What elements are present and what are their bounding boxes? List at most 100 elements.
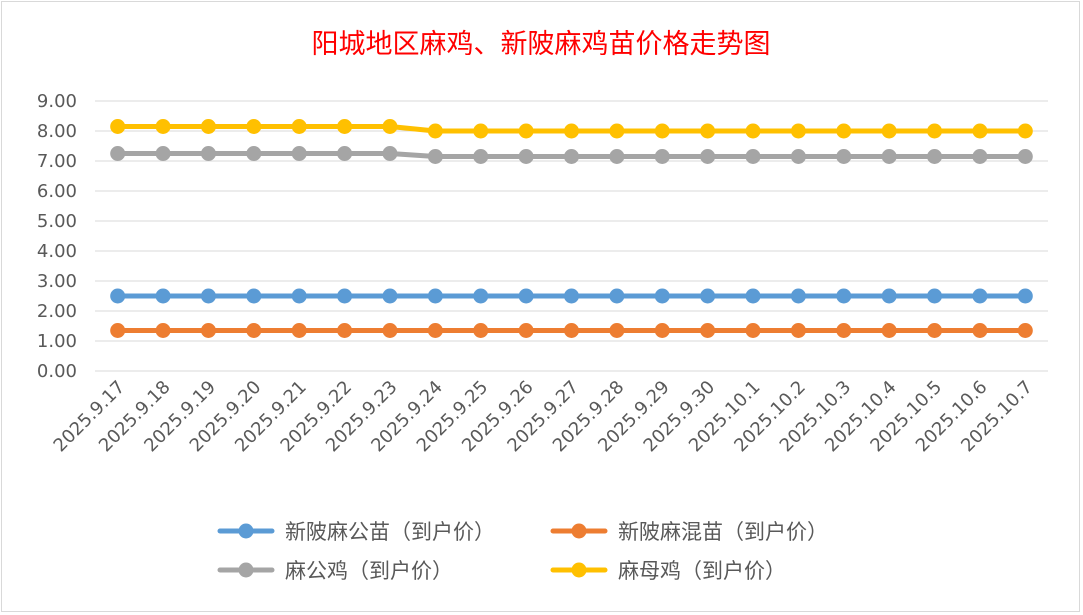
data-point <box>382 288 398 304</box>
data-point <box>609 323 625 338</box>
data-point <box>564 288 579 304</box>
data-point <box>110 323 126 338</box>
legend-label: 新陂麻公苗（到户价） <box>285 520 495 544</box>
legend-marker <box>238 523 254 539</box>
data-point <box>427 323 443 338</box>
data-point <box>473 288 489 304</box>
data-point <box>790 323 806 338</box>
y-tick-label: 9.00 <box>37 91 77 112</box>
y-tick-label: 7.00 <box>37 151 77 172</box>
data-point <box>291 288 307 304</box>
data-point <box>200 119 216 134</box>
data-point <box>790 123 806 139</box>
legend-item: 新陂麻混苗（到户价） <box>550 520 828 544</box>
chart-title: 阳城地区麻鸡、新陂麻鸡苗价格走势图 <box>312 29 771 60</box>
data-point <box>836 288 852 304</box>
data-point <box>291 146 307 161</box>
y-tick-label: 6.00 <box>37 181 77 202</box>
y-tick-label: 5.00 <box>37 211 77 232</box>
data-point <box>1017 149 1033 164</box>
legend-label: 麻公鸡（到户价） <box>285 559 453 583</box>
data-point <box>1017 288 1033 304</box>
series-新陂麻混苗（到户价） <box>110 323 1033 338</box>
data-point <box>927 123 943 139</box>
data-point <box>382 146 398 161</box>
data-point <box>836 123 852 139</box>
data-point <box>200 323 216 338</box>
data-point <box>473 123 489 139</box>
data-point <box>291 323 307 338</box>
data-point <box>337 119 353 134</box>
data-point <box>473 323 489 338</box>
data-point <box>200 146 216 161</box>
data-point <box>427 149 443 164</box>
data-point <box>700 149 716 164</box>
y-tick-label: 3.00 <box>37 271 77 292</box>
y-tick-label: 4.00 <box>37 241 77 262</box>
data-point <box>972 288 988 304</box>
data-point <box>382 119 398 134</box>
data-point <box>700 323 716 338</box>
data-point <box>155 146 171 161</box>
series-麻母鸡（到户价） <box>110 119 1033 139</box>
data-point <box>745 123 761 139</box>
data-point <box>155 323 171 338</box>
data-point <box>654 123 670 139</box>
data-point <box>1017 323 1033 338</box>
data-point <box>427 123 443 139</box>
data-point <box>654 288 670 304</box>
data-point <box>110 119 126 134</box>
data-point <box>654 323 670 338</box>
data-point <box>927 288 943 304</box>
data-point <box>337 288 353 304</box>
data-point <box>382 323 398 338</box>
legend-item: 麻公鸡（到户价） <box>217 559 453 583</box>
legend-marker <box>571 562 587 578</box>
data-point <box>473 149 489 164</box>
data-point <box>155 119 171 134</box>
data-point <box>881 288 897 304</box>
y-tick-label: 2.00 <box>37 301 77 322</box>
data-point <box>927 323 943 338</box>
data-point <box>427 288 443 304</box>
data-point <box>518 149 534 164</box>
data-point <box>881 123 897 139</box>
data-point <box>790 149 806 164</box>
data-point <box>246 323 262 338</box>
data-point <box>972 149 988 164</box>
data-point <box>246 288 262 304</box>
legend-label: 麻母鸡（到户价） <box>618 559 786 583</box>
legend-marker <box>571 523 587 539</box>
data-point <box>155 288 171 304</box>
y-tick-label: 1.00 <box>37 331 77 352</box>
series-新陂麻公苗（到户价） <box>110 288 1033 304</box>
data-point <box>881 323 897 338</box>
data-point <box>564 149 579 164</box>
legend-item: 麻母鸡（到户价） <box>550 559 786 583</box>
data-point <box>200 288 216 304</box>
legend-marker <box>238 562 254 578</box>
data-point <box>564 323 579 338</box>
data-point <box>609 288 625 304</box>
data-point <box>609 123 625 139</box>
y-tick-label: 8.00 <box>37 121 77 142</box>
data-point <box>836 323 852 338</box>
data-point <box>291 119 307 134</box>
data-point <box>110 146 126 161</box>
data-point <box>745 288 761 304</box>
data-point <box>518 288 534 304</box>
data-point <box>972 323 988 338</box>
data-point <box>246 119 262 134</box>
data-point <box>700 288 716 304</box>
data-point <box>790 288 806 304</box>
data-point <box>110 288 126 304</box>
data-point <box>1017 123 1033 139</box>
data-point <box>927 149 943 164</box>
y-tick-label: 0.00 <box>37 361 77 382</box>
data-point <box>564 123 579 139</box>
legend-item: 新陂麻公苗（到户价） <box>217 520 495 544</box>
data-point <box>609 149 625 164</box>
data-point <box>745 323 761 338</box>
